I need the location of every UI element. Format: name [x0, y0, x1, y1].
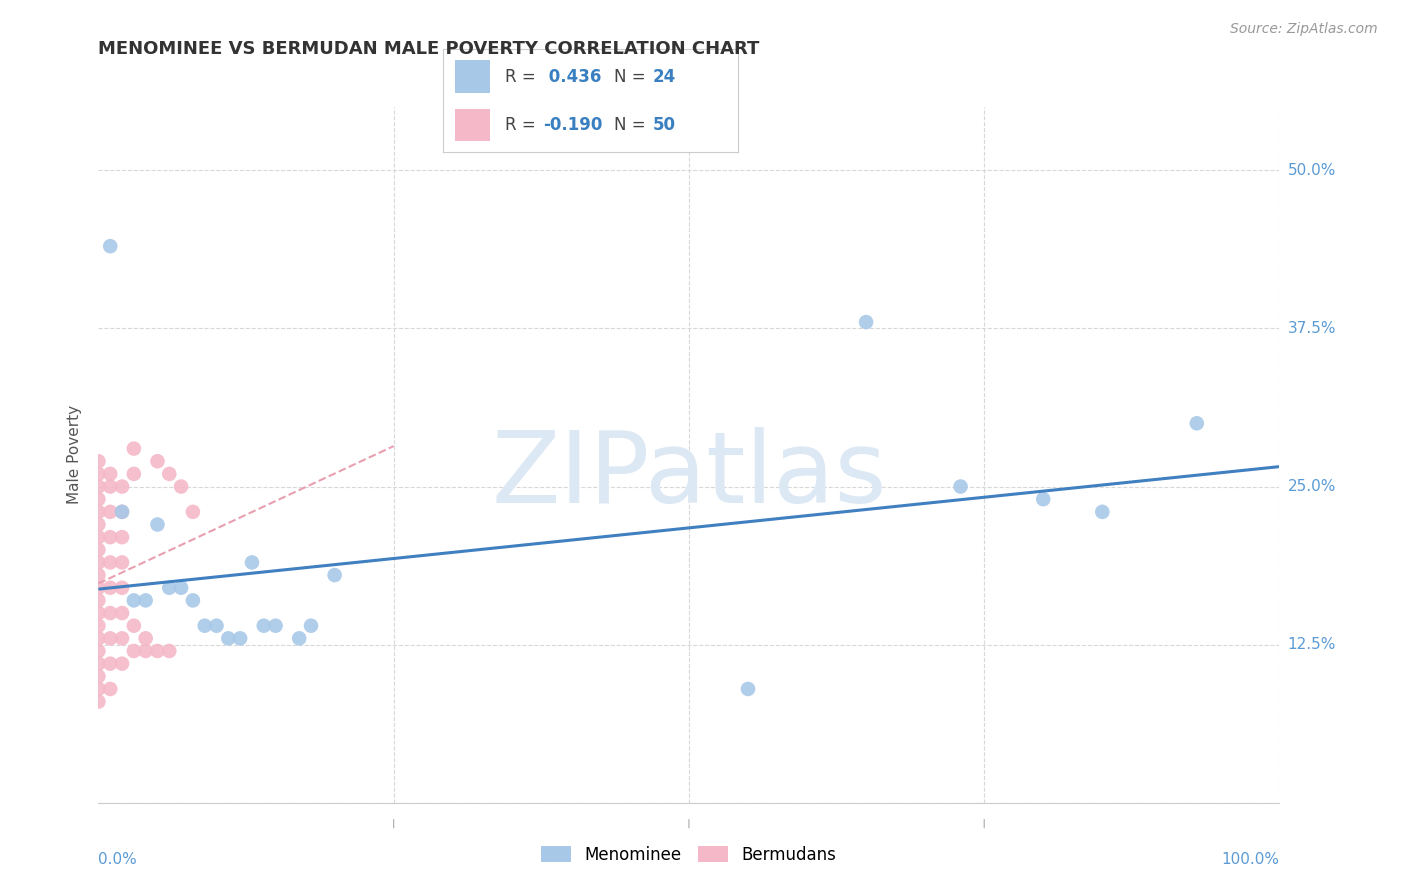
- Point: [170, 581, 193, 595]
- Point: [98, 530, 121, 544]
- Point: [98, 467, 121, 481]
- Point: [135, 632, 157, 646]
- Point: [87, 632, 110, 646]
- Point: [157, 467, 180, 481]
- Point: [87, 618, 110, 632]
- Point: [737, 681, 759, 696]
- Point: [146, 644, 169, 658]
- Point: [122, 618, 145, 632]
- Point: [181, 505, 204, 519]
- Point: [146, 517, 169, 532]
- Point: [87, 556, 110, 570]
- Point: [122, 644, 145, 658]
- Point: [87, 517, 110, 532]
- Point: [87, 669, 110, 683]
- Text: 37.5%: 37.5%: [1288, 321, 1336, 336]
- Text: R =: R =: [505, 68, 541, 86]
- Point: [111, 581, 134, 595]
- Point: [87, 657, 110, 671]
- Point: [87, 454, 110, 468]
- Point: [111, 556, 134, 570]
- Text: 24: 24: [652, 68, 676, 86]
- Text: N =: N =: [614, 68, 651, 86]
- Point: [98, 581, 121, 595]
- Point: [217, 632, 239, 646]
- Point: [122, 467, 145, 481]
- Point: [299, 618, 322, 632]
- Point: [98, 606, 121, 620]
- Text: 50.0%: 50.0%: [1288, 163, 1336, 178]
- Point: [87, 568, 110, 582]
- Point: [122, 442, 145, 456]
- Y-axis label: Male Poverty: Male Poverty: [67, 405, 83, 505]
- Text: 50: 50: [652, 116, 675, 134]
- Point: [87, 593, 110, 607]
- Text: MENOMINEE VS BERMUDAN MALE POVERTY CORRELATION CHART: MENOMINEE VS BERMUDAN MALE POVERTY CORRE…: [98, 40, 759, 58]
- Point: [111, 505, 134, 519]
- Point: [98, 657, 121, 671]
- Point: [170, 479, 193, 493]
- Point: [111, 606, 134, 620]
- Point: [240, 556, 263, 570]
- Point: [111, 505, 134, 519]
- Point: [157, 581, 180, 595]
- Bar: [454, 61, 491, 93]
- Point: [98, 479, 121, 493]
- Point: [98, 681, 121, 696]
- Text: Source: ZipAtlas.com: Source: ZipAtlas.com: [1230, 22, 1378, 37]
- Point: [194, 618, 217, 632]
- Point: [122, 593, 145, 607]
- Point: [157, 644, 180, 658]
- Point: [87, 581, 110, 595]
- Text: 0.436: 0.436: [543, 68, 602, 86]
- Point: [87, 681, 110, 696]
- Text: -0.190: -0.190: [543, 116, 603, 134]
- Point: [181, 593, 204, 607]
- Point: [1032, 492, 1054, 507]
- Point: [87, 606, 110, 620]
- Point: [1091, 505, 1114, 519]
- Point: [98, 632, 121, 646]
- Point: [98, 505, 121, 519]
- Point: [87, 695, 110, 709]
- Text: 12.5%: 12.5%: [1288, 637, 1336, 652]
- Point: [111, 632, 134, 646]
- Point: [98, 556, 121, 570]
- Bar: [454, 109, 491, 141]
- Text: 25.0%: 25.0%: [1288, 479, 1336, 494]
- Text: N =: N =: [614, 116, 651, 134]
- Point: [111, 657, 134, 671]
- Point: [87, 479, 110, 493]
- Text: ZIPatlas: ZIPatlas: [491, 427, 887, 524]
- Point: [135, 593, 157, 607]
- Point: [288, 632, 311, 646]
- Legend: Menominee, Bermudans: Menominee, Bermudans: [541, 846, 837, 864]
- Point: [855, 315, 877, 329]
- Point: [87, 530, 110, 544]
- Text: 0.0%: 0.0%: [98, 852, 138, 866]
- Point: [87, 644, 110, 658]
- Point: [323, 568, 346, 582]
- Point: [87, 505, 110, 519]
- Point: [87, 542, 110, 557]
- Point: [253, 618, 276, 632]
- Point: [98, 239, 121, 253]
- Point: [135, 644, 157, 658]
- Text: 100.0%: 100.0%: [1222, 852, 1279, 866]
- Point: [87, 492, 110, 507]
- Point: [264, 618, 287, 632]
- Point: [949, 479, 972, 493]
- Point: [146, 454, 169, 468]
- Point: [111, 479, 134, 493]
- Point: [1185, 417, 1208, 431]
- Point: [111, 530, 134, 544]
- Point: [205, 618, 228, 632]
- Point: [229, 632, 252, 646]
- Text: R =: R =: [505, 116, 541, 134]
- Point: [87, 467, 110, 481]
